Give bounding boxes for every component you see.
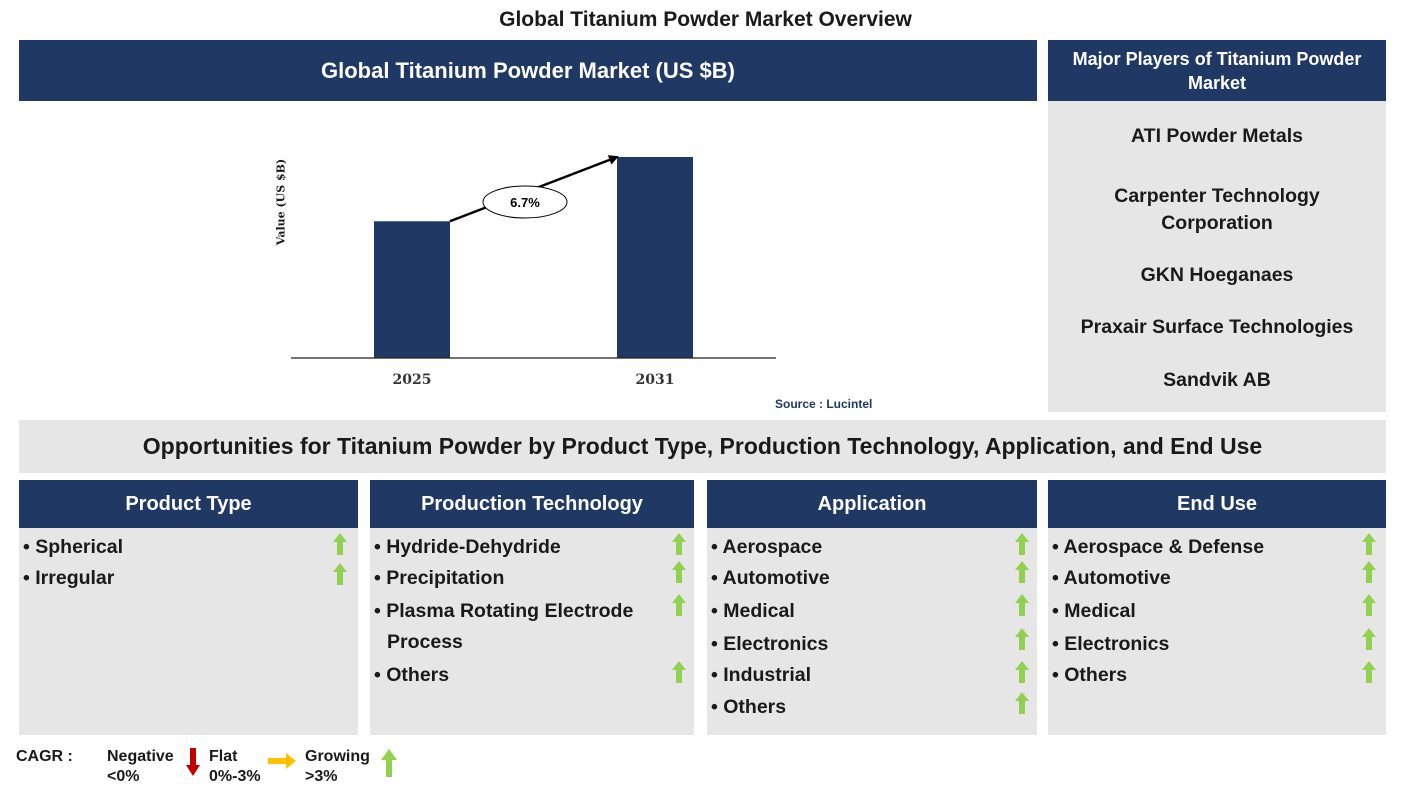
growing-arrow-icon (672, 661, 686, 683)
growing-arrow-icon (1015, 533, 1029, 555)
chart-header: Global Titanium Powder Market (US $B) (19, 40, 1037, 101)
x-tick-label: 2025 (393, 372, 432, 388)
growing-arrow-icon (1015, 561, 1029, 583)
bar-2025 (374, 221, 450, 358)
list-item: • Industrial (711, 664, 812, 686)
segment-header-production-technology: Production Technology (370, 480, 694, 528)
player-item: GKN Hoeganaes (1140, 264, 1294, 286)
segment-panel-product-type: • Spherical • Irregular (19, 528, 358, 735)
list-item: • Others (374, 664, 450, 686)
list-item: • Electronics (711, 633, 829, 655)
cagr-label: 6.7% (510, 195, 540, 210)
flat-arrow-icon (268, 753, 296, 769)
list-item: • Others (711, 696, 787, 718)
list-item: • Spherical (23, 536, 124, 558)
market-bar-chart: 6.7% 2025 2031 (291, 155, 776, 388)
growing-arrow-icon (1015, 628, 1029, 650)
list-item: • Automotive (711, 567, 830, 589)
list-item: • Aerospace & Defense (1052, 536, 1265, 558)
page-title: Global Titanium Powder Market Overview (499, 8, 912, 31)
legend-cagr-label: CAGR : (16, 748, 73, 765)
cagr-bubble (482, 185, 568, 219)
list-item: • Irregular (23, 567, 115, 589)
legend-negative: Negative <0% (107, 748, 174, 785)
growing-arrow-icon (672, 533, 686, 555)
list-item: • Others (1052, 664, 1128, 686)
list-item: • Plasma Rotating Electrode Process (374, 600, 634, 653)
segment-header-end-use: End Use (1048, 480, 1386, 528)
growing-arrow-icon (672, 561, 686, 583)
segment-panel-application: • Aerospace • Automotive • Medical • Ele… (707, 528, 1037, 735)
growing-arrow-icon (1015, 661, 1029, 683)
growing-arrow-icon (381, 749, 397, 777)
list-item: • Aerospace (711, 536, 823, 558)
player-item: Carpenter Technology Corporation (1114, 185, 1320, 234)
growing-arrow-icon (1362, 561, 1376, 583)
growing-arrow-icon (1362, 628, 1376, 650)
growing-arrow-icon (1015, 594, 1029, 616)
legend-growing: Growing >3% (305, 748, 370, 785)
negative-arrow-icon (186, 748, 200, 776)
growing-arrow-icon (1362, 594, 1376, 616)
growing-arrow-icon (1015, 692, 1029, 714)
x-tick-label: 2031 (636, 372, 675, 388)
list-item: • Medical (1052, 600, 1136, 622)
list-item: • Automotive (1052, 567, 1171, 589)
list-item: • Precipitation (374, 567, 505, 589)
list-item: • Hydride-Dehydride (374, 536, 561, 558)
source-note: Source : Lucintel (775, 397, 873, 411)
players-panel: ATI Powder Metals Carpenter Technology C… (1048, 101, 1386, 412)
growing-arrow-icon (672, 594, 686, 616)
growing-arrow-icon (333, 533, 347, 555)
segment-panel-end-use: • Aerospace & Defense • Automotive • Med… (1048, 528, 1386, 735)
legend-flat: Flat 0%-3% (209, 748, 261, 785)
players-header: Major Players of Titanium Powder Market (1048, 40, 1386, 101)
segment-panel-production-technology: • Hydride-Dehydride • Precipitation • Pl… (370, 528, 694, 735)
growing-arrow-icon (333, 563, 347, 585)
list-item: • Medical (711, 600, 795, 622)
y-axis-label: Value (US $B) (274, 158, 288, 246)
player-item: Sandvik AB (1163, 369, 1271, 391)
segment-header-product-type: Product Type (19, 480, 358, 528)
list-item: • Electronics (1052, 633, 1170, 655)
bar-2031 (617, 157, 693, 358)
player-item: Praxair Surface Technologies (1080, 316, 1354, 338)
growing-arrow-icon (1362, 661, 1376, 683)
opportunities-banner: Opportunities for Titanium Powder by Pro… (19, 420, 1386, 473)
growing-arrow-icon (1362, 533, 1376, 555)
segment-header-application: Application (707, 480, 1037, 528)
player-item: ATI Powder Metals (1131, 125, 1303, 147)
